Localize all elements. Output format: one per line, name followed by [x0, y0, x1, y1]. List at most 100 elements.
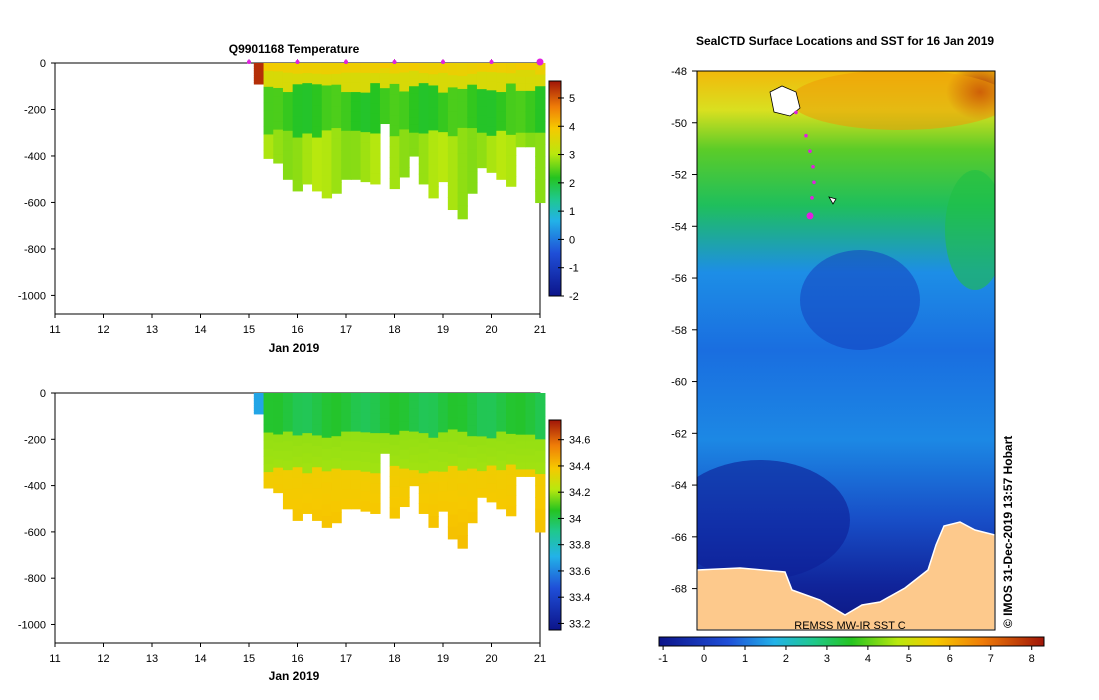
profile-cell [312, 169, 323, 181]
profile-cell [515, 393, 527, 401]
profile-cell [457, 153, 468, 168]
profile-cell [263, 63, 274, 72]
x-tick-label: 19 [437, 324, 449, 336]
profile-cell [253, 71, 265, 75]
profile-cell [292, 393, 303, 405]
profile-cell [506, 433, 517, 445]
profile-cell [535, 144, 546, 157]
sst-map-frame [696, 70, 996, 631]
profile-cell [360, 151, 371, 163]
profile-cell [476, 80, 488, 90]
profile-cell [496, 470, 507, 481]
profile-cell [399, 411, 410, 422]
profile-cell [515, 118, 527, 127]
profile-cell [321, 516, 333, 528]
profile-cell [486, 483, 497, 494]
profile-cell [341, 470, 352, 481]
profile-cell [282, 130, 294, 142]
profile-cell [486, 465, 497, 476]
profile-cell [438, 412, 449, 424]
profile-cell [515, 448, 527, 457]
profile-cell [350, 82, 362, 93]
profile-cell [535, 190, 546, 204]
profile-cell [486, 393, 497, 403]
profile-cell [263, 134, 274, 144]
profile-cell [350, 402, 362, 413]
profile-cell [370, 173, 381, 185]
profile-cell [438, 442, 449, 453]
profile-cell [379, 93, 391, 99]
sst-map-title: SealCTD Surface Locations and SST for 16… [696, 34, 994, 48]
profile-cell [399, 110, 410, 121]
profile-cell [418, 413, 430, 424]
temperature-x-axis: 11 12 13 14 15 16 17 18 19 20 21 [49, 314, 546, 336]
profile-cell [302, 463, 313, 474]
profile-cell [399, 487, 410, 498]
temperature-y-axis: 0 -200 -400 -600 -800 -1000 [18, 58, 55, 302]
profile-cell [253, 394, 265, 398]
profile-cell [506, 165, 517, 177]
profile-cell [525, 406, 536, 415]
y-tick-label: -800 [24, 244, 46, 256]
profile-cell [341, 92, 352, 103]
profile-cell [321, 393, 333, 405]
profile-cell [486, 135, 497, 146]
profile-cell [341, 130, 352, 142]
profile-cell [282, 159, 294, 171]
profile-cell [438, 501, 449, 512]
profile-cell [399, 468, 410, 479]
profile-cell [447, 393, 459, 406]
profile-cell [389, 507, 400, 519]
celsius-tick-label: 7 [988, 653, 994, 665]
profile-cell [535, 167, 546, 180]
profile-cell [389, 465, 400, 477]
profile-cell [476, 71, 488, 82]
profile-cell [331, 128, 342, 140]
profile-cell [312, 403, 323, 415]
profile-cell [389, 178, 400, 190]
profile-cell [312, 73, 323, 85]
y-tick-label: -400 [24, 481, 46, 493]
profile-cell [476, 393, 488, 403]
profile-cell [263, 479, 274, 489]
x-tick-label: 20 [485, 324, 497, 336]
profile-cell [302, 143, 313, 155]
profile-cell [331, 457, 342, 470]
celsius-tick-label: 2 [783, 653, 789, 665]
colorbar-tick-label: -1 [569, 263, 579, 275]
sst-map-panel: SealCTD Surface Locations and SST for 16… [658, 34, 1045, 665]
profile-cell [312, 509, 323, 521]
profile-cell [409, 439, 420, 448]
colorbar-tick-label: 34 [569, 513, 581, 525]
profile-cell [312, 467, 323, 479]
y-tick-label: -400 [24, 151, 46, 163]
profile-cell [302, 123, 313, 135]
temperature-colorbar-ticks: -2 -1 0 1 2 3 4 5 [558, 93, 579, 303]
profile-cell [350, 441, 362, 452]
profile-cell [457, 431, 468, 446]
profile-cell [282, 140, 294, 151]
profile-cell [282, 421, 294, 433]
profile-cell [399, 459, 410, 470]
profile-cell [506, 124, 517, 136]
colorbar-tick-label: 0 [569, 234, 575, 246]
profile-cell [457, 114, 468, 129]
profile-cell [253, 399, 265, 403]
profile-cell [515, 455, 527, 464]
profile-cell [389, 104, 400, 116]
profile-cell [331, 511, 342, 524]
profile-cell [428, 404, 439, 416]
profile-cell [399, 63, 410, 74]
profile-cell [312, 116, 323, 128]
profile-cell [428, 415, 439, 428]
latitude-tick-label: -50 [671, 118, 687, 130]
profile-cell [341, 460, 352, 471]
track-point [812, 180, 816, 185]
profile-cell [438, 171, 449, 183]
profile-cell [457, 63, 468, 77]
profile-cell [321, 175, 333, 188]
profile-cell [379, 413, 391, 419]
profile-cell [496, 431, 507, 442]
profile-cell [399, 449, 410, 460]
profile-cell [379, 403, 391, 409]
